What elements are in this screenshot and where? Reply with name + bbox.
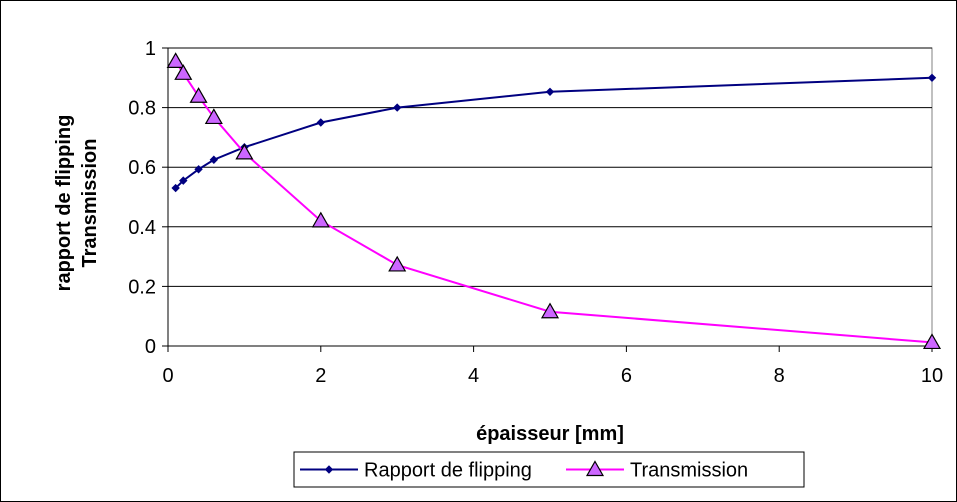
legend-marker xyxy=(585,460,605,477)
data-point xyxy=(922,333,942,350)
data-point xyxy=(204,108,223,125)
data-point xyxy=(388,255,407,272)
x-axis-title: épaisseur [mm] xyxy=(476,423,624,445)
legend: Rapport de flipping Transmission xyxy=(293,451,805,488)
data-point xyxy=(194,165,203,174)
data-point xyxy=(316,118,326,127)
legend-items: Rapport de flipping Transmission xyxy=(300,460,748,482)
legend-item: Rapport de flipping xyxy=(300,460,532,482)
x-tick-label: 4 xyxy=(468,365,479,387)
tick-labels: 00.20.40.60.810 2 4 6 8 10 xyxy=(128,38,943,387)
data-point xyxy=(540,302,560,319)
y-axis-title-line-2: Transmission xyxy=(79,139,101,268)
x-tick-label: 6 xyxy=(621,365,632,387)
data-point xyxy=(209,155,219,164)
data-point xyxy=(545,87,555,97)
x-tick-label: 10 xyxy=(921,365,943,387)
data-point xyxy=(174,64,193,80)
data-point xyxy=(179,176,188,185)
legend-item: Transmission xyxy=(566,460,748,482)
y-tick-label: 0.2 xyxy=(128,276,156,298)
data-point xyxy=(392,103,402,112)
axes xyxy=(162,47,933,352)
series-layer xyxy=(166,52,942,350)
y-tick-label: 0.6 xyxy=(128,157,156,179)
series-transmission xyxy=(166,52,942,350)
data-point xyxy=(311,211,330,228)
data-point xyxy=(235,143,254,160)
legend-box xyxy=(293,451,805,488)
x-tick-label: 2 xyxy=(315,365,326,387)
data-point xyxy=(189,87,208,103)
legend-label: Transmission xyxy=(630,460,748,482)
y-tick-label: 0.8 xyxy=(128,98,156,120)
legend-marker xyxy=(324,465,334,474)
y-tick-label: 0 xyxy=(145,336,156,358)
y-axis-title-line-1: rapport de flipping xyxy=(53,115,75,292)
y-axis-title: rapport de flipping Transmission xyxy=(53,115,101,292)
y-tick-label: 0.4 xyxy=(128,217,156,239)
x-tick-label: 8 xyxy=(774,365,785,387)
x-tick-label: 0 xyxy=(162,365,173,387)
data-point xyxy=(166,52,185,69)
y-tick-label: 1 xyxy=(145,38,156,60)
data-point xyxy=(927,73,937,83)
legend-label: Rapport de flipping xyxy=(364,460,532,482)
data-point xyxy=(171,183,180,193)
grid-lines xyxy=(168,47,932,287)
